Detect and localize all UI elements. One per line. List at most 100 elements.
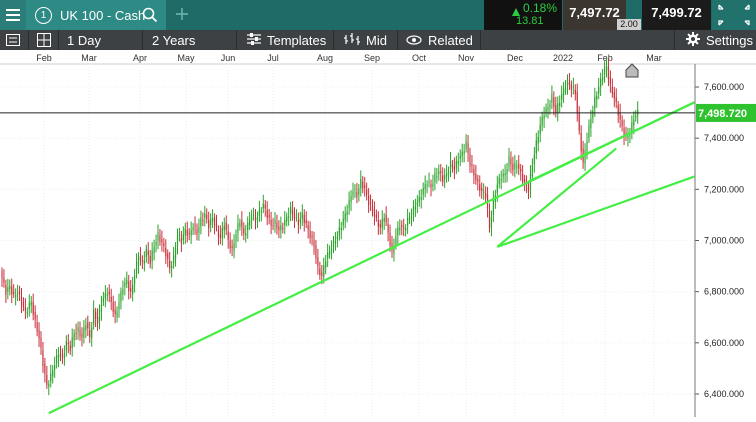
candle-body bbox=[69, 345, 71, 351]
candle-body bbox=[531, 165, 533, 177]
candle-body bbox=[73, 333, 75, 341]
candle-body bbox=[332, 240, 335, 247]
candle-body bbox=[504, 172, 506, 176]
candle-body bbox=[401, 225, 403, 227]
candle-body bbox=[204, 213, 206, 218]
search-icon[interactable] bbox=[142, 7, 158, 28]
candle-body bbox=[590, 118, 592, 128]
candle-body bbox=[67, 342, 69, 345]
candle-body bbox=[190, 230, 192, 236]
candle-body bbox=[358, 188, 360, 195]
list-icon[interactable] bbox=[0, 30, 26, 50]
candle-body bbox=[613, 92, 615, 99]
add-tab-icon[interactable] bbox=[174, 6, 190, 22]
candle-body bbox=[399, 227, 401, 231]
candle-body bbox=[260, 211, 262, 213]
candle-body bbox=[106, 294, 108, 296]
candle-body bbox=[126, 280, 128, 284]
candle-body bbox=[44, 363, 46, 374]
x-tick-label: Jul bbox=[267, 53, 279, 63]
candle-body bbox=[272, 225, 274, 227]
candle-body bbox=[403, 227, 405, 229]
related-button[interactable]: Related bbox=[406, 30, 473, 50]
candle-body bbox=[418, 196, 420, 203]
candle-body bbox=[455, 160, 457, 169]
candle-body bbox=[543, 115, 545, 119]
price-chart[interactable]: Feb Mar Apr May Jun Jul Aug Sep Oct Nov Dec 2022 Feb… bbox=[0, 50, 756, 417]
candle-body bbox=[481, 188, 483, 191]
candle-body bbox=[243, 227, 245, 234]
candle-body bbox=[104, 293, 106, 299]
x-tick-label: May bbox=[177, 53, 195, 63]
trendline bbox=[496, 175, 695, 248]
candle-body bbox=[288, 216, 290, 218]
candle-body bbox=[541, 117, 543, 126]
candle-body bbox=[514, 163, 516, 169]
candle-body bbox=[235, 234, 237, 242]
candle-body bbox=[467, 143, 469, 154]
x-tick-label: Mar bbox=[646, 53, 662, 63]
layout-grid-icon[interactable] bbox=[30, 30, 58, 50]
candle-body bbox=[20, 296, 23, 305]
current-price-label: 7,498.720 bbox=[698, 108, 747, 120]
candle-body bbox=[533, 154, 535, 164]
alert-marker-icon[interactable] bbox=[625, 63, 639, 78]
candle-body bbox=[346, 211, 348, 215]
candle-body bbox=[221, 227, 223, 238]
candle-body bbox=[459, 155, 461, 159]
buy-price-button[interactable]: 7,499.72 bbox=[642, 0, 711, 30]
trendline bbox=[496, 147, 617, 248]
sell-price-button[interactable]: 7,497.72 bbox=[563, 0, 626, 30]
candle-body bbox=[42, 350, 44, 367]
candle-body bbox=[18, 291, 21, 294]
x-tick-label: Apr bbox=[133, 53, 147, 63]
instrument-tab[interactable]: 1 UK 100 - Cash bbox=[26, 0, 166, 30]
candle-body bbox=[500, 179, 502, 181]
interval-selector[interactable]: 1 Day bbox=[67, 32, 101, 48]
candle-body bbox=[570, 84, 572, 90]
candle-body bbox=[9, 285, 11, 290]
candle-body bbox=[147, 250, 149, 255]
x-tick-label: Nov bbox=[458, 53, 475, 63]
candle-body bbox=[463, 151, 465, 154]
instrument-bar: 1 UK 100 - Cash 0.18% 13.81 7,497.72 2.0… bbox=[0, 0, 756, 30]
candle-body bbox=[465, 141, 467, 149]
candle-body bbox=[167, 253, 169, 259]
candle-body bbox=[383, 217, 385, 222]
candle-body bbox=[566, 79, 569, 86]
candle-body bbox=[159, 235, 161, 242]
candle-body bbox=[110, 296, 112, 302]
candle-body bbox=[580, 133, 582, 152]
candle-body bbox=[621, 120, 623, 127]
candle-body bbox=[198, 226, 200, 233]
settings-button[interactable]: Settings bbox=[686, 30, 753, 50]
candle-body bbox=[366, 189, 368, 195]
chart-canvas[interactable]: Feb Mar Apr May Jun Jul Aug Sep Oct Nov Dec 2022 Feb… bbox=[0, 50, 756, 417]
candle-body bbox=[457, 161, 459, 164]
candle-body bbox=[436, 176, 438, 178]
candle-body bbox=[229, 240, 231, 249]
candle-body bbox=[15, 295, 17, 297]
range-selector[interactable]: 2 Years bbox=[152, 32, 196, 48]
candle-body bbox=[416, 202, 418, 205]
candle-body bbox=[264, 204, 266, 209]
candle-body bbox=[525, 184, 528, 187]
candle-body bbox=[381, 219, 383, 228]
candle-body bbox=[586, 140, 588, 151]
candle-body bbox=[375, 214, 377, 218]
menu-icon[interactable] bbox=[0, 0, 26, 30]
y-tick-label: 7,600.000 bbox=[704, 82, 744, 92]
candle-body bbox=[3, 278, 5, 283]
price-type-selector[interactable]: Mid bbox=[344, 30, 387, 50]
templates-button[interactable]: Templates bbox=[247, 30, 326, 50]
candle-body bbox=[249, 219, 251, 226]
x-tick-label: Feb bbox=[597, 53, 613, 63]
candle-body bbox=[262, 203, 264, 209]
candle-body bbox=[627, 135, 629, 139]
candle-body bbox=[607, 66, 610, 80]
expand-icon[interactable] bbox=[712, 0, 756, 30]
candle-body bbox=[81, 333, 83, 338]
candle-body bbox=[239, 222, 241, 227]
candle-body bbox=[149, 255, 151, 264]
candle-body bbox=[334, 240, 337, 244]
